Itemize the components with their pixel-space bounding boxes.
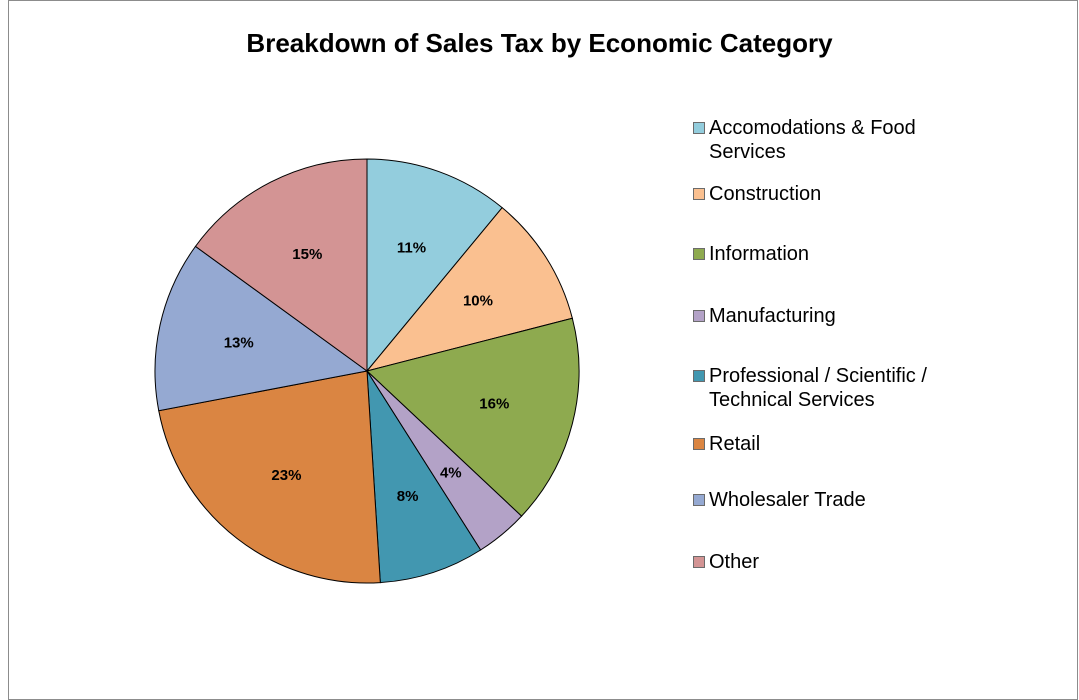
pie-slice-accomodations-food-services [366,158,503,373]
pie-chart: 11% 10% 16% 4% 8% 23% 13% 15% [154,158,580,584]
slice-value-label: 8% [397,488,419,505]
legend-swatch [693,438,705,450]
pie-slice-professional-scientific-technical-services [366,370,482,584]
legend-label: Information [709,243,810,265]
legend-label: Retail [709,433,761,455]
legend-item: Other [693,550,979,574]
legend-item: Construction [693,182,979,206]
legend-item: Information [693,242,979,266]
legend-item: Retail [693,432,979,456]
legend-swatch [693,122,705,134]
legend-label: Accomodations & Food Services [709,117,916,163]
legend-label: Other [709,551,760,573]
slice-value-label: 11% [397,239,426,256]
legend-item: Professional / Scientific / Technical Se… [693,364,979,412]
legend-item: Wholesaler Trade [693,488,979,512]
legend-label: Manufacturing [709,305,836,327]
legend-item: Accomodations & Food Services [693,116,979,164]
pie-slice-other [194,158,368,372]
pie-slice-retail [158,370,381,584]
legend-swatch [693,188,705,200]
slice-value-label: 16% [479,396,509,413]
slice-value-label: 13% [224,334,254,351]
pie-slice-construction [365,206,573,372]
chart-title: Breakdown of Sales Tax by Economic Categ… [246,28,833,58]
legend-swatch [693,494,705,506]
legend-label: Professional / Scientific / Technical Se… [709,365,927,411]
slice-value-label: 23% [271,467,301,484]
slice-value-label: 4% [440,464,462,481]
pie-slice-wholesaler-trade [154,245,369,412]
legend-swatch [693,556,705,568]
legend-swatch [693,370,705,382]
legend-item: Manufacturing [693,304,979,328]
slice-value-label: 15% [292,246,322,263]
legend-label: Wholesaler Trade [709,489,866,511]
legend-label: Construction [709,183,822,205]
legend-swatch [693,248,705,260]
pie-slice-information [365,317,580,517]
slice-value-label: 10% [463,293,493,310]
legend-swatch [693,310,705,322]
